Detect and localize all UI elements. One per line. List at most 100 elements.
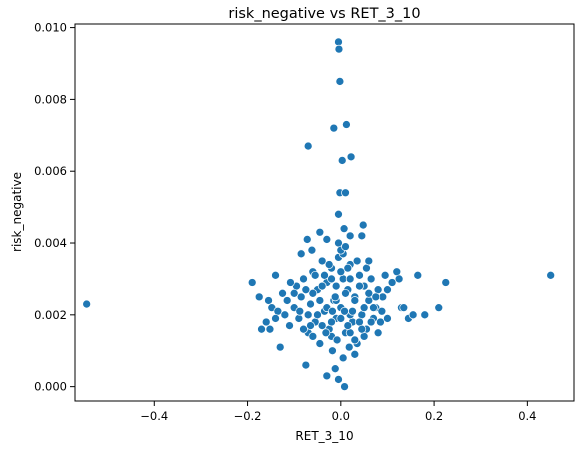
data-point: [317, 256, 327, 266]
y-tick-label: 0.000: [34, 380, 67, 394]
data-point: [383, 285, 392, 295]
data-point: [341, 288, 350, 298]
data-point: [301, 360, 311, 370]
y-tick-label: 0.002: [34, 308, 67, 322]
data-point: [380, 270, 390, 280]
data-point: [327, 317, 336, 327]
data-point: [317, 281, 327, 291]
plot-frame: [74, 23, 575, 402]
data-point: [327, 274, 336, 284]
data-point: [282, 296, 292, 305]
data-point: [330, 364, 340, 374]
data-point: [334, 375, 343, 384]
data-point: [296, 292, 306, 302]
data-point: [271, 314, 280, 323]
data-point: [340, 382, 349, 391]
data-point: [328, 306, 337, 316]
data-point: [307, 245, 317, 255]
data-point: [336, 267, 346, 277]
data-point: [306, 299, 315, 309]
data-point: [373, 285, 383, 295]
data-point: [350, 349, 360, 359]
y-tick-label: 0.004: [34, 236, 67, 250]
x-tick-label: −0.2: [234, 409, 262, 423]
data-point: [343, 263, 353, 273]
data-point: [357, 324, 367, 334]
data-point: [350, 296, 360, 305]
data-point: [362, 263, 371, 273]
data-point: [303, 310, 313, 320]
chart-title: risk_negative vs RET_3_10: [228, 6, 420, 22]
data-point: [261, 317, 271, 327]
data-point: [348, 306, 357, 316]
data-point: [338, 353, 348, 363]
data-point: [303, 141, 313, 151]
data-point: [346, 152, 356, 162]
data-point: [358, 220, 368, 230]
data-point: [265, 324, 275, 334]
x-axis: −0.4 −0.2 0.0 0.2 0.4: [140, 401, 537, 423]
data-point: [280, 310, 290, 320]
data-point: [366, 274, 376, 284]
data-point: [387, 278, 397, 287]
data-point: [383, 314, 392, 323]
y-tick-label: 0.006: [34, 164, 67, 178]
data-point: [355, 317, 364, 327]
y-tick-label: 0.008: [34, 92, 67, 106]
y-axis: 0.000 0.002 0.004 0.006 0.008 0.010: [34, 21, 75, 394]
data-point: [441, 278, 451, 287]
data-point: [373, 328, 383, 338]
data-point: [355, 281, 364, 291]
data-point: [322, 235, 332, 244]
data-point: [334, 209, 343, 219]
data-point: [352, 256, 362, 266]
data-point: [299, 274, 308, 284]
data-point: [420, 310, 430, 320]
data-point: [359, 332, 369, 341]
data-point: [364, 256, 374, 266]
data-point: [399, 303, 409, 312]
data-point: [329, 123, 339, 133]
data-point: [306, 321, 315, 330]
data-point: [275, 342, 285, 352]
data-point: [345, 274, 355, 284]
data-point: [371, 292, 381, 302]
data-point: [408, 310, 418, 320]
data-point: [324, 260, 334, 269]
data-point: [369, 303, 378, 312]
data-point: [286, 278, 295, 287]
x-axis-label: RET_3_10: [295, 429, 353, 443]
x-tick-label: 0.0: [332, 409, 350, 423]
data-point: [339, 224, 349, 234]
data-point: [278, 288, 287, 298]
data-point: [377, 306, 387, 316]
data-point: [308, 288, 318, 298]
data-point: [313, 310, 322, 320]
data-point: [341, 188, 350, 198]
data-point: [357, 231, 367, 241]
data-point: [294, 314, 304, 323]
data-point: [315, 227, 325, 237]
y-tick-label: 0.010: [34, 21, 67, 35]
y-axis-label: risk_negative: [10, 172, 24, 252]
data-point: [299, 324, 308, 334]
data-point: [340, 306, 349, 316]
data-point: [337, 156, 347, 165]
data-point: [264, 296, 273, 305]
data-point: [546, 270, 556, 280]
data-point: [366, 317, 376, 327]
data-point: [335, 77, 345, 86]
data-point: [334, 37, 343, 47]
data-point: [344, 342, 354, 352]
data-point: [308, 332, 318, 341]
data-point: [296, 249, 306, 259]
data-point: [330, 292, 340, 302]
data-point: [254, 292, 264, 302]
data-point: [392, 267, 402, 277]
data-point: [257, 324, 266, 334]
data-point: [336, 314, 346, 323]
data-point: [289, 288, 299, 298]
data-point: [345, 231, 355, 241]
data-point: [345, 328, 355, 338]
